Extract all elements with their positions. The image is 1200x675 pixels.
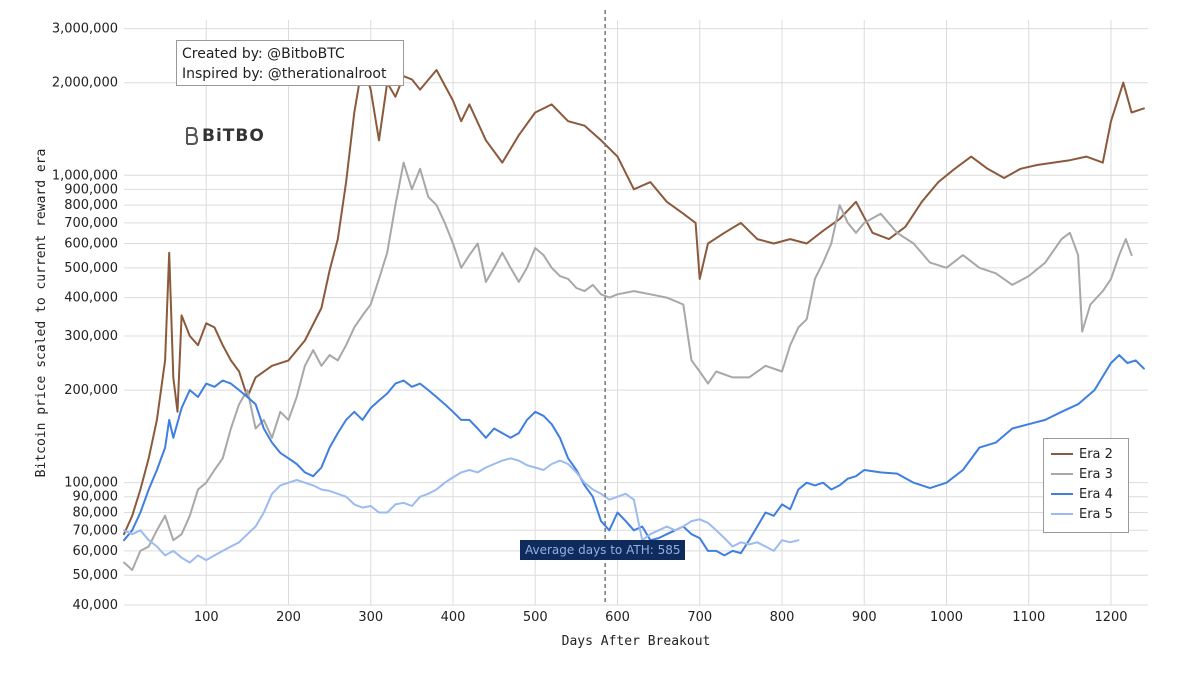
legend-swatch-era-2 — [1051, 453, 1073, 455]
bitbo-logo: BiTBO — [184, 126, 265, 146]
x-tick-label: 900 — [852, 610, 877, 625]
y-tick-label: 500,000 — [64, 261, 118, 276]
legend-label: Era 3 — [1079, 466, 1113, 482]
y-tick-label: 300,000 — [64, 329, 118, 344]
x-tick-label: 400 — [441, 610, 466, 625]
y-tick-label: 600,000 — [64, 236, 118, 251]
y-axis-ticks: 40,000 50,000 60,000 70,000 80,00090,000100,… — [52, 22, 118, 613]
y-tick-label: 90,000 — [73, 490, 119, 505]
legend-item[interactable]: Era 4 — [1051, 484, 1121, 504]
x-tick-label: 500 — [523, 610, 548, 625]
x-tick-label: 700 — [687, 610, 712, 625]
y-tick-label: 700,000 — [64, 216, 118, 231]
y-tick-label: 200,000 — [64, 383, 118, 398]
bitbo-logo-icon — [186, 127, 198, 145]
x-tick-label: 1100 — [1012, 610, 1045, 625]
y-tick-label: 800,000 — [64, 198, 118, 213]
series-line-era-4 — [123, 354, 1145, 557]
legend-item[interactable]: Era 5 — [1051, 504, 1121, 524]
x-axis-ticks: 100 200 300 400 500 600 700 800 900 1000 1100 1200 — [194, 610, 1128, 625]
x-tick-label: 100 — [194, 610, 219, 625]
ath-annotation-label: Average days to ATH: 585 — [520, 540, 686, 560]
x-tick-label: 200 — [276, 610, 301, 625]
series-layer — [123, 63, 1145, 571]
legend-label: Era 2 — [1079, 446, 1113, 462]
y-tick-label: 40,000 — [73, 598, 119, 613]
x-tick-label: 300 — [358, 610, 383, 625]
bitbo-logo-text: BiTBO — [202, 126, 265, 146]
x-tick-label: 800 — [770, 610, 795, 625]
series-line-era-5 — [123, 457, 800, 564]
legend-label: Era 5 — [1079, 506, 1113, 522]
legend-swatch-era-3 — [1051, 473, 1073, 475]
x-axis-title: Days After Breakout — [562, 634, 711, 649]
y-tick-label: 80,000 — [73, 505, 119, 520]
legend-label: Era 4 — [1079, 486, 1113, 502]
x-tick-label: 600 — [605, 610, 630, 625]
y-tick-label: 900,000 — [64, 182, 118, 197]
x-tick-label: 1000 — [930, 610, 963, 625]
credit-inspired-by: Inspired by: @therationalroot — [182, 66, 387, 82]
legend-item[interactable]: Era 3 — [1051, 464, 1121, 484]
legend: Era 2 Era 3 Era 4 Era 5 — [1043, 438, 1129, 533]
y-tick-label: 2,000,000 — [52, 76, 118, 91]
legend-swatch-era-5 — [1051, 513, 1073, 515]
legend-swatch-era-4 — [1051, 493, 1073, 495]
series-line-era-3 — [123, 161, 1133, 571]
x-tick-label: 1200 — [1094, 610, 1127, 625]
y-axis-title: Bitcoin price scaled to current reward e… — [34, 149, 49, 478]
y-tick-label: 50,000 — [73, 568, 119, 583]
credits-box: Created by: @BitboBTC Inspired by: @ther… — [176, 40, 404, 86]
y-tick-label: 1,000,000 — [52, 168, 118, 183]
y-tick-label: 100,000 — [64, 476, 118, 491]
series-line-era-2 — [123, 63, 1145, 536]
credit-created-by: Created by: @BitboBTC — [182, 46, 345, 62]
y-tick-label: 60,000 — [73, 544, 119, 559]
y-tick-label: 3,000,000 — [52, 22, 118, 37]
y-tick-label: 400,000 — [64, 291, 118, 306]
y-tick-label: 70,000 — [73, 523, 119, 538]
grid — [124, 20, 1148, 606]
legend-item[interactable]: Era 2 — [1051, 444, 1121, 464]
